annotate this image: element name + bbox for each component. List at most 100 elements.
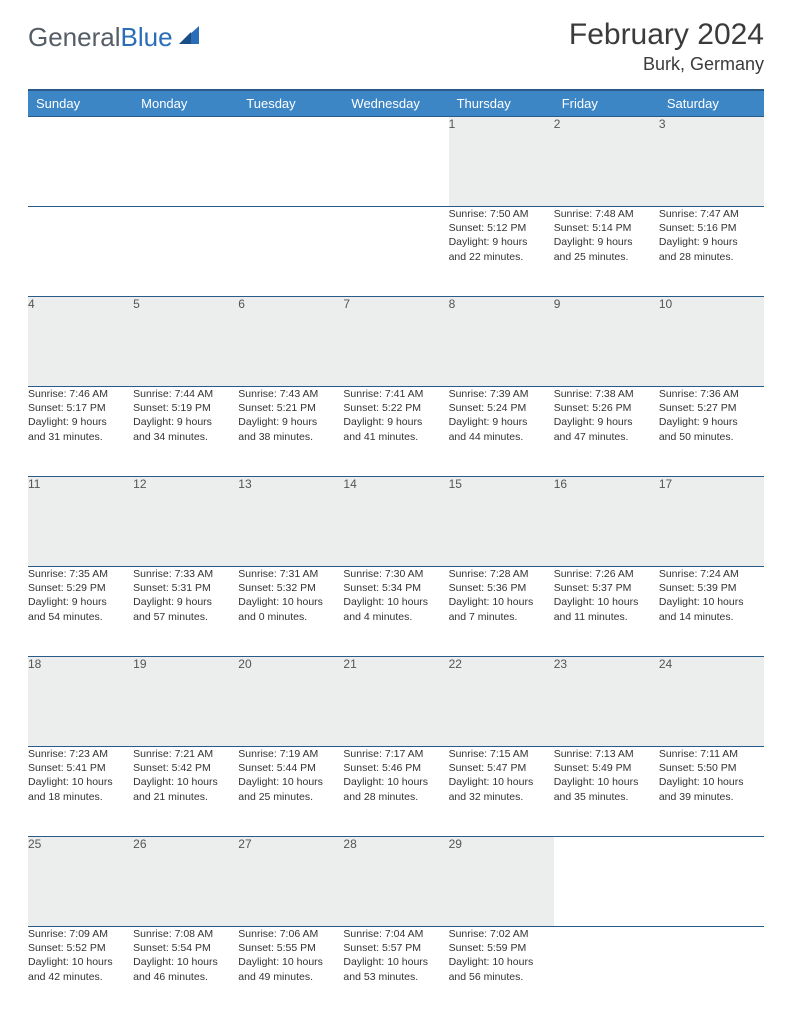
daylight-text-1: Daylight: 10 hours bbox=[449, 775, 554, 789]
daylight-text-2: and 42 minutes. bbox=[28, 970, 133, 984]
sunrise-text: Sunrise: 7:21 AM bbox=[133, 747, 238, 761]
daylight-text-1: Daylight: 9 hours bbox=[28, 415, 133, 429]
daylight-text-1: Daylight: 9 hours bbox=[554, 415, 659, 429]
weekday-header: Saturday bbox=[659, 90, 764, 117]
daylight-text-2: and 39 minutes. bbox=[659, 790, 764, 804]
sunset-text: Sunset: 5:19 PM bbox=[133, 401, 238, 415]
sunrise-text: Sunrise: 7:09 AM bbox=[28, 927, 133, 941]
daylight-text-2: and 32 minutes. bbox=[449, 790, 554, 804]
day-number-row: 18192021222324 bbox=[28, 657, 764, 747]
daylight-text-1: Daylight: 9 hours bbox=[659, 415, 764, 429]
sunset-text: Sunset: 5:14 PM bbox=[554, 221, 659, 235]
day-number-cell: 6 bbox=[238, 297, 343, 387]
logo-word2: Blue bbox=[121, 22, 173, 52]
daylight-text-2: and 21 minutes. bbox=[133, 790, 238, 804]
day-number-cell: 28 bbox=[343, 837, 448, 927]
day-number-cell: 3 bbox=[659, 117, 764, 207]
day-details-cell: Sunrise: 7:23 AMSunset: 5:41 PMDaylight:… bbox=[28, 747, 133, 837]
daylight-text-1: Daylight: 10 hours bbox=[659, 775, 764, 789]
sunrise-text: Sunrise: 7:08 AM bbox=[133, 927, 238, 941]
sunrise-text: Sunrise: 7:13 AM bbox=[554, 747, 659, 761]
daylight-text-1: Daylight: 10 hours bbox=[238, 955, 343, 969]
day-details-cell: Sunrise: 7:47 AMSunset: 5:16 PMDaylight:… bbox=[659, 207, 764, 297]
day-details-cell bbox=[133, 207, 238, 297]
day-number-cell bbox=[133, 117, 238, 207]
day-number-cell: 13 bbox=[238, 477, 343, 567]
sunset-text: Sunset: 5:37 PM bbox=[554, 581, 659, 595]
sunrise-text: Sunrise: 7:04 AM bbox=[343, 927, 448, 941]
sunset-text: Sunset: 5:57 PM bbox=[343, 941, 448, 955]
sunset-text: Sunset: 5:49 PM bbox=[554, 761, 659, 775]
day-number-cell: 1 bbox=[449, 117, 554, 207]
day-number-cell: 17 bbox=[659, 477, 764, 567]
day-number-cell bbox=[343, 117, 448, 207]
sunset-text: Sunset: 5:12 PM bbox=[449, 221, 554, 235]
weekday-header: Wednesday bbox=[343, 90, 448, 117]
daylight-text-2: and 25 minutes. bbox=[554, 250, 659, 264]
day-details-cell bbox=[343, 207, 448, 297]
daylight-text-2: and 34 minutes. bbox=[133, 430, 238, 444]
day-number-cell: 7 bbox=[343, 297, 448, 387]
daylight-text-1: Daylight: 9 hours bbox=[238, 415, 343, 429]
day-number-cell bbox=[659, 837, 764, 927]
daylight-text-2: and 56 minutes. bbox=[449, 970, 554, 984]
sunrise-text: Sunrise: 7:30 AM bbox=[343, 567, 448, 581]
day-number-cell: 12 bbox=[133, 477, 238, 567]
sunrise-text: Sunrise: 7:47 AM bbox=[659, 207, 764, 221]
daylight-text-2: and 53 minutes. bbox=[343, 970, 448, 984]
day-details-row: Sunrise: 7:50 AMSunset: 5:12 PMDaylight:… bbox=[28, 207, 764, 297]
daylight-text-2: and 38 minutes. bbox=[238, 430, 343, 444]
sunset-text: Sunset: 5:50 PM bbox=[659, 761, 764, 775]
sunrise-text: Sunrise: 7:33 AM bbox=[133, 567, 238, 581]
sunrise-text: Sunrise: 7:39 AM bbox=[449, 387, 554, 401]
daylight-text-1: Daylight: 10 hours bbox=[449, 955, 554, 969]
daylight-text-2: and 46 minutes. bbox=[133, 970, 238, 984]
day-details-cell: Sunrise: 7:04 AMSunset: 5:57 PMDaylight:… bbox=[343, 927, 448, 1017]
day-details-cell: Sunrise: 7:46 AMSunset: 5:17 PMDaylight:… bbox=[28, 387, 133, 477]
sunset-text: Sunset: 5:39 PM bbox=[659, 581, 764, 595]
daylight-text-1: Daylight: 10 hours bbox=[238, 595, 343, 609]
location: Burk, Germany bbox=[569, 54, 764, 75]
daylight-text-1: Daylight: 10 hours bbox=[554, 775, 659, 789]
day-number-cell: 5 bbox=[133, 297, 238, 387]
sunset-text: Sunset: 5:52 PM bbox=[28, 941, 133, 955]
day-details-cell: Sunrise: 7:48 AMSunset: 5:14 PMDaylight:… bbox=[554, 207, 659, 297]
day-number-cell: 15 bbox=[449, 477, 554, 567]
day-number-cell: 27 bbox=[238, 837, 343, 927]
day-number-row: 2526272829 bbox=[28, 837, 764, 927]
sunrise-text: Sunrise: 7:43 AM bbox=[238, 387, 343, 401]
daylight-text-1: Daylight: 9 hours bbox=[133, 415, 238, 429]
day-number-cell: 8 bbox=[449, 297, 554, 387]
daylight-text-2: and 47 minutes. bbox=[554, 430, 659, 444]
sunset-text: Sunset: 5:42 PM bbox=[133, 761, 238, 775]
sunset-text: Sunset: 5:55 PM bbox=[238, 941, 343, 955]
daylight-text-2: and 35 minutes. bbox=[554, 790, 659, 804]
daylight-text-1: Daylight: 10 hours bbox=[343, 775, 448, 789]
sail-icon bbox=[177, 24, 201, 51]
sunset-text: Sunset: 5:17 PM bbox=[28, 401, 133, 415]
title-block: February 2024 Burk, Germany bbox=[569, 18, 764, 75]
daylight-text-1: Daylight: 9 hours bbox=[343, 415, 448, 429]
sunset-text: Sunset: 5:26 PM bbox=[554, 401, 659, 415]
daylight-text-1: Daylight: 10 hours bbox=[343, 955, 448, 969]
day-details-cell: Sunrise: 7:44 AMSunset: 5:19 PMDaylight:… bbox=[133, 387, 238, 477]
day-details-cell: Sunrise: 7:43 AMSunset: 5:21 PMDaylight:… bbox=[238, 387, 343, 477]
sunrise-text: Sunrise: 7:02 AM bbox=[449, 927, 554, 941]
day-details-cell: Sunrise: 7:11 AMSunset: 5:50 PMDaylight:… bbox=[659, 747, 764, 837]
day-details-cell: Sunrise: 7:06 AMSunset: 5:55 PMDaylight:… bbox=[238, 927, 343, 1017]
daylight-text-2: and 28 minutes. bbox=[659, 250, 764, 264]
day-details-cell: Sunrise: 7:36 AMSunset: 5:27 PMDaylight:… bbox=[659, 387, 764, 477]
sunrise-text: Sunrise: 7:15 AM bbox=[449, 747, 554, 761]
day-number-cell: 19 bbox=[133, 657, 238, 747]
daylight-text-1: Daylight: 10 hours bbox=[343, 595, 448, 609]
sunset-text: Sunset: 5:29 PM bbox=[28, 581, 133, 595]
sunrise-text: Sunrise: 7:24 AM bbox=[659, 567, 764, 581]
day-details-cell bbox=[238, 207, 343, 297]
day-number-cell bbox=[238, 117, 343, 207]
day-number-cell: 16 bbox=[554, 477, 659, 567]
daylight-text-2: and 28 minutes. bbox=[343, 790, 448, 804]
daylight-text-2: and 44 minutes. bbox=[449, 430, 554, 444]
weekday-header-row: SundayMondayTuesdayWednesdayThursdayFrid… bbox=[28, 90, 764, 117]
day-details-cell bbox=[659, 927, 764, 1017]
sunset-text: Sunset: 5:27 PM bbox=[659, 401, 764, 415]
